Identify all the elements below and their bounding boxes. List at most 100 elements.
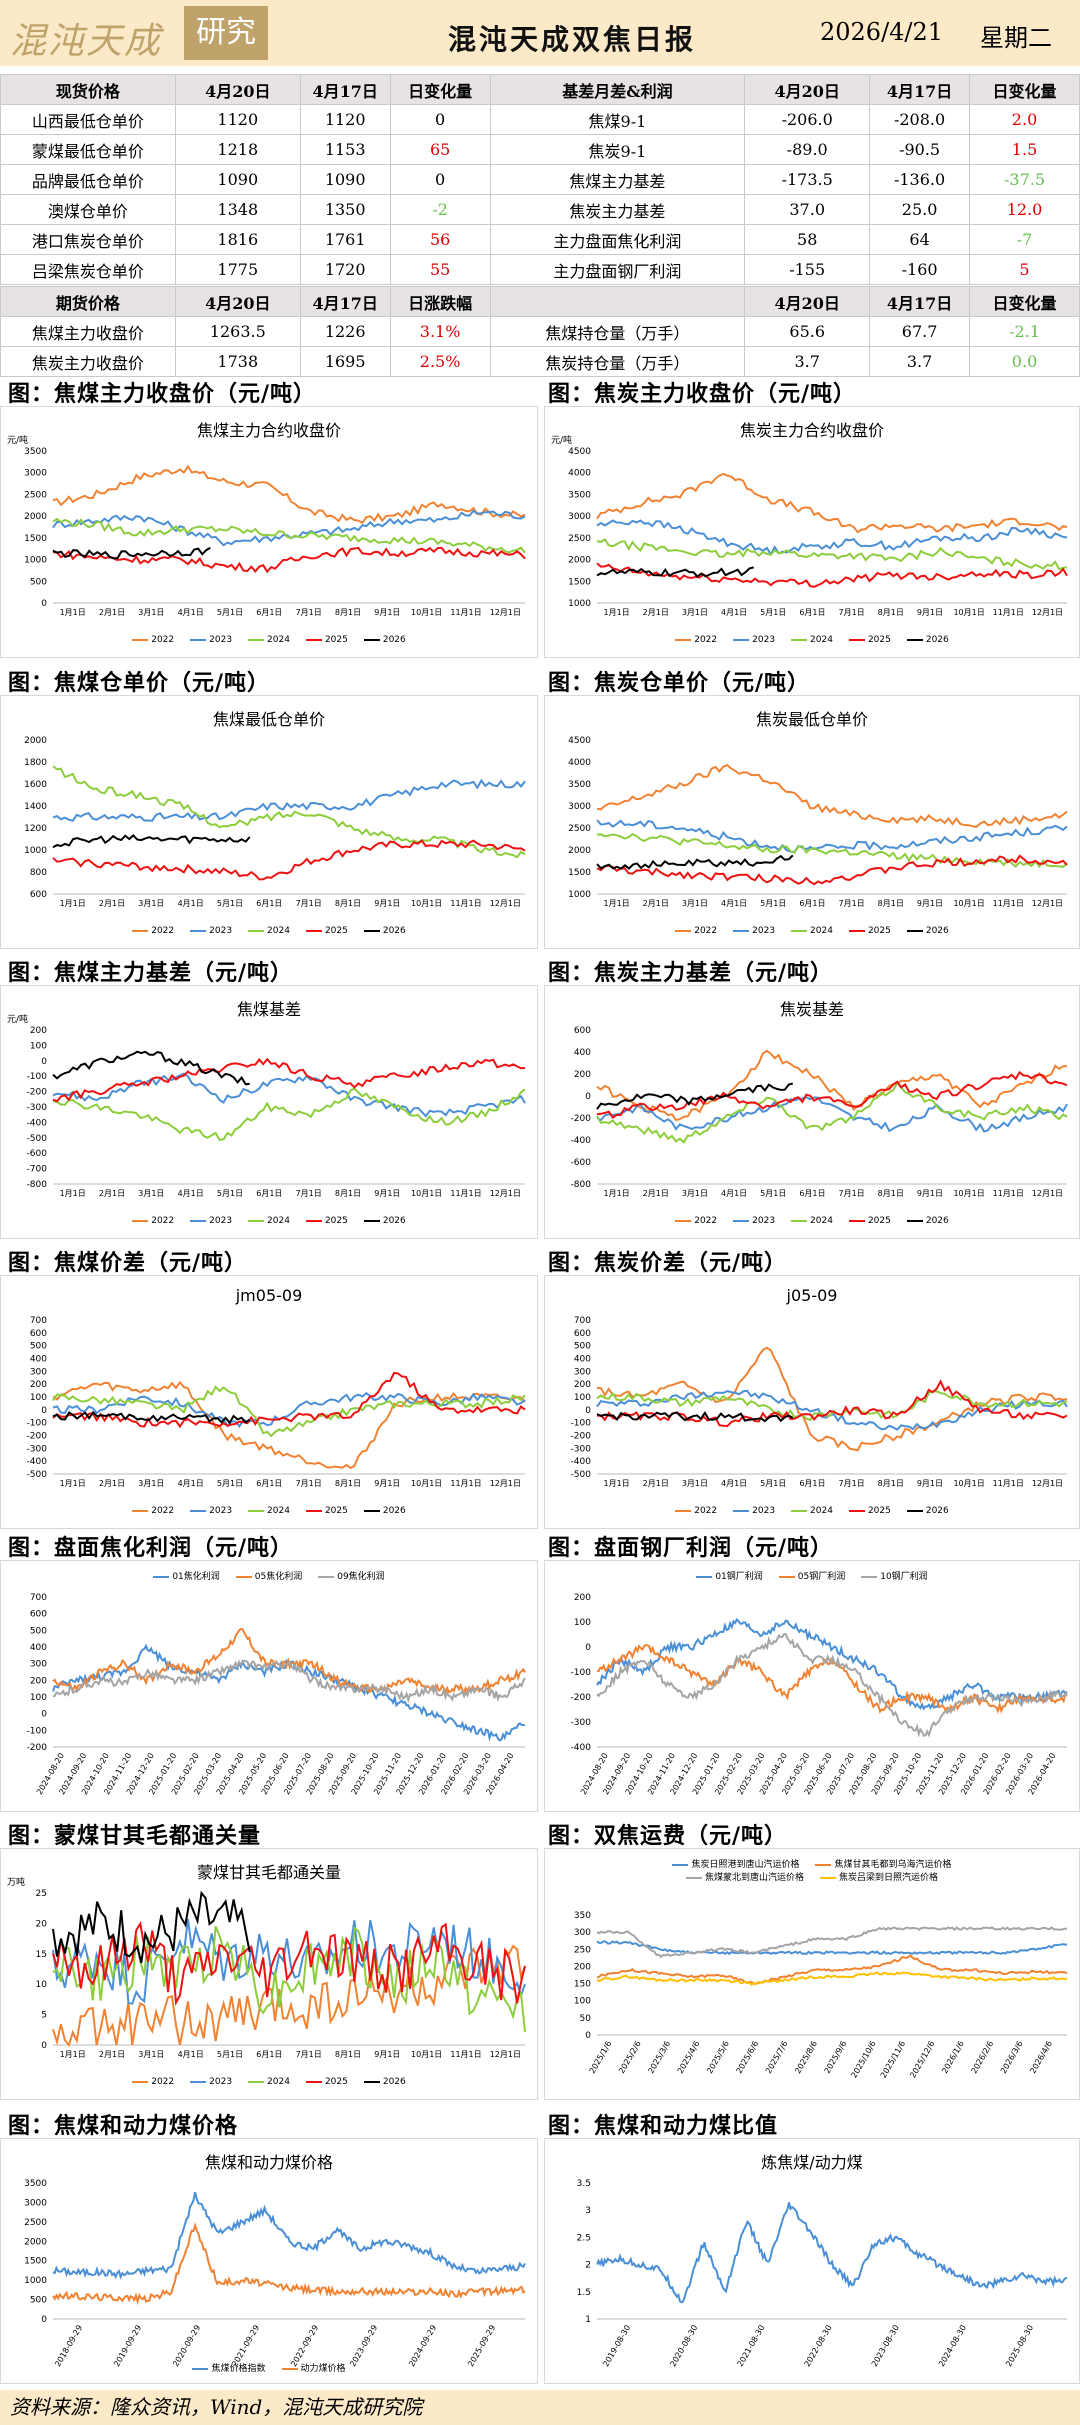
table-cell: 澳煤仓单价: [0, 194, 176, 225]
chart-legend: 焦煤价格指数 动力煤价格: [1, 2361, 537, 2374]
table-cell: 65.6: [744, 316, 871, 347]
legend-swatch: [281, 2367, 298, 2370]
legend-label: 2025: [324, 2077, 348, 2087]
x-tick-label: 11月1日: [450, 1189, 481, 1198]
legend-swatch: [675, 1219, 692, 1222]
x-tick-label: 5月1日: [760, 1189, 786, 1198]
section-title: 图：盘面焦化利润（元/吨）: [8, 1535, 294, 1561]
legend-item: 焦煤蒙北到唐山汽运价格: [685, 1870, 804, 1883]
legend-swatch: [848, 1509, 865, 1512]
y-tick-label: 1500: [568, 577, 591, 587]
table-cell: -7: [969, 224, 1080, 255]
legend-item: 2024: [248, 926, 290, 936]
y-tick-label: 2.5: [577, 2233, 591, 2243]
legend-swatch: [153, 1575, 170, 1578]
chart-title: 焦煤基差: [236, 1000, 301, 1019]
legend-label: 2026: [925, 926, 949, 936]
y-tick-label: 600: [574, 1329, 591, 1339]
y-tick-label: 200: [30, 1380, 47, 1390]
x-tick-label: 10月1日: [411, 608, 442, 617]
y-tick-label: 3000: [24, 2198, 47, 2208]
y-tick-label: -100: [571, 1419, 592, 1429]
legend-label: 2022: [151, 635, 175, 645]
x-tick-label: 10月1日: [953, 899, 984, 908]
y-tick-label: -300: [27, 1444, 48, 1454]
series-line: [596, 1346, 1068, 1452]
legend-swatch: [848, 1219, 865, 1222]
chart-legend: 2022 2023 2024 2025 2026: [1, 1506, 537, 1516]
table-cell: -160: [869, 254, 971, 285]
y-tick-label: 400: [30, 1355, 47, 1365]
chart-svg: 1 1.5 2 2.5 3 3.5 2019-08-30 2020-08-30 2021-08-…: [577, 2179, 1068, 2369]
y-tick-label: 0: [41, 2315, 47, 2325]
legend-label: 2026: [382, 2077, 406, 2087]
legend-swatch: [733, 1219, 750, 1222]
legend-swatch: [778, 1575, 795, 1578]
x-tick-label: 3月1日: [682, 1189, 708, 1198]
table-cell: 主力盘面钢厂利润: [489, 254, 746, 285]
legend-item: 2024: [248, 1216, 290, 1226]
section-title: 图：蒙煤甘其毛都通关量: [8, 1823, 262, 1849]
x-tick-label: 2023-08-30: [870, 2324, 901, 2369]
y-tick-label: 200: [574, 1070, 591, 1080]
legend-item: 2022: [675, 1216, 717, 1226]
legend-swatch: [696, 1575, 713, 1578]
table-cell: 56: [389, 224, 491, 255]
legend-swatch: [305, 929, 322, 932]
legend-swatch: [190, 638, 207, 641]
y-tick-label: 3.5: [577, 2179, 591, 2189]
legend-item: 2024: [791, 1506, 833, 1516]
y-tick-label: 1000: [24, 846, 47, 856]
table-cell: -37.5: [969, 164, 1080, 195]
x-tick-label: 2月1日: [99, 2050, 125, 2059]
table-cell: 品牌最低仓单价: [0, 164, 176, 195]
x-tick-label: 12月1日: [490, 1189, 521, 1198]
legend-label: 2024: [267, 926, 290, 936]
source-footer: 资料来源：隆众资讯，Wind，混沌天成研究院: [0, 2390, 1080, 2425]
legend-item: 2025: [305, 2077, 348, 2087]
legend-label: 2023: [752, 635, 776, 645]
y-tick-label: 0: [41, 2041, 47, 2051]
y-tick-label: -800: [571, 1180, 592, 1190]
x-tick-label: 4月1日: [178, 1479, 204, 1488]
chart-panel-c4: 焦炭最低仓单价 1000 1500 2000 2500 3000 3500 4000 4500 1…: [544, 695, 1080, 949]
table-cell: 1218: [174, 134, 301, 165]
y-tick-label: 2500: [24, 490, 47, 500]
table-row: 蒙煤最低仓单价 1218 1153 65 焦炭9-1 -89.0 -90.5 1.5: [0, 134, 1080, 165]
futures-price-table: 期货价格 4月20日 4月17日 日涨跌幅 4月20日 4月17日 日变化量 焦煤主力收盘价 1…: [0, 286, 1080, 377]
y-tick-label: 20: [36, 1919, 48, 1929]
legend-label: 2023: [209, 2077, 233, 2087]
series-line: [596, 1411, 794, 1423]
table-cell: 5: [969, 254, 1080, 285]
x-tick-label: 3月1日: [138, 1479, 164, 1488]
table-header-cell: 4月17日: [299, 74, 391, 105]
x-tick-label: 7月1日: [296, 608, 322, 617]
y-tick-label: -300: [571, 1444, 592, 1454]
legend-item: 焦煤价格指数: [192, 2361, 266, 2374]
y-tick-label: 1500: [24, 2257, 47, 2267]
legend-label: 2023: [752, 1506, 776, 1516]
legend-swatch: [733, 638, 750, 641]
legend-item: 2025: [848, 926, 891, 936]
x-tick-label: 6月1日: [256, 1189, 282, 1198]
legend-item: 2024: [791, 635, 833, 645]
series-line: [596, 1081, 1068, 1144]
table-cell: 焦煤主力基差: [489, 164, 746, 195]
legend-swatch: [363, 1509, 380, 1512]
y-tick-label: 200: [30, 1026, 47, 1036]
legend-swatch: [132, 929, 149, 932]
y-tick-label: 3500: [568, 780, 591, 790]
series-line: [52, 1659, 526, 1704]
legend-swatch: [132, 2080, 149, 2083]
x-tick-label: 1月1日: [603, 608, 629, 617]
series-line: [596, 854, 1068, 886]
table-cell: 1350: [299, 194, 391, 225]
table-cell: 1695: [299, 346, 391, 377]
x-tick-label: 2025-08-30: [1004, 2324, 1035, 2369]
x-tick-label: 1月1日: [60, 899, 86, 908]
chart-legend: 01焦化利润 05焦化利润 09焦化利润: [1, 1569, 537, 1582]
legend-swatch: [248, 638, 265, 641]
x-tick-label: 9月1日: [374, 608, 400, 617]
x-tick-label: 8月1日: [878, 1479, 904, 1488]
